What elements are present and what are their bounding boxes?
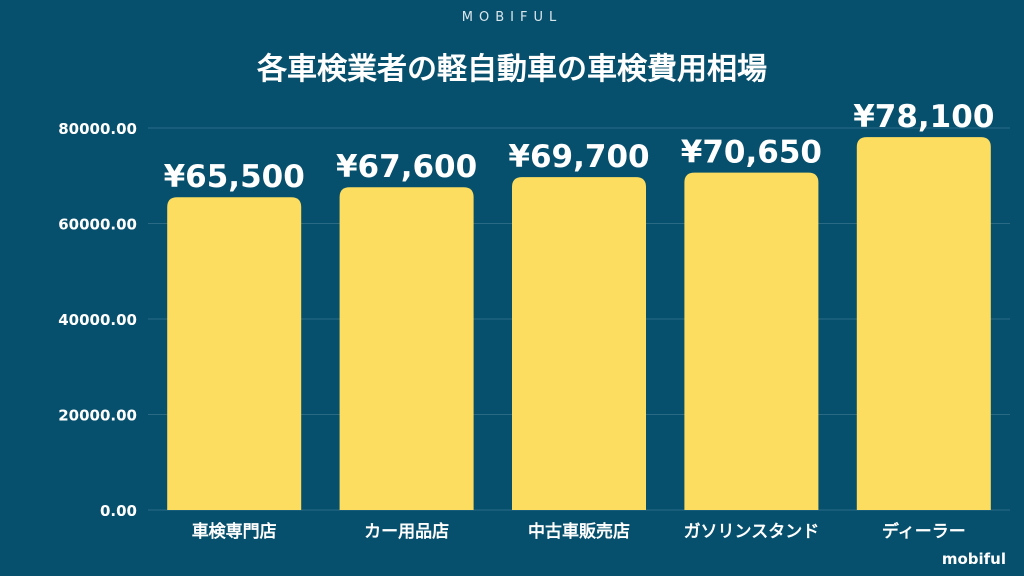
x-tick-label: 中古車販売店 bbox=[528, 521, 630, 542]
y-tick-label: 40000.00 bbox=[58, 311, 137, 329]
y-tick-label: 80000.00 bbox=[58, 120, 137, 138]
data-label: ¥78,100 bbox=[853, 99, 994, 135]
bar bbox=[167, 197, 302, 511]
x-tick-label: 車検専門店 bbox=[192, 521, 277, 542]
y-tick-label: 20000.00 bbox=[58, 407, 137, 425]
data-label: ¥69,700 bbox=[508, 139, 649, 175]
bar bbox=[339, 187, 474, 510]
bar bbox=[512, 177, 646, 510]
x-tick-label: ガソリンスタンド bbox=[684, 522, 820, 542]
brand-footer: mobiful bbox=[941, 550, 1006, 568]
y-tick-label: 60000.00 bbox=[58, 216, 137, 234]
x-tick-label: ディーラー bbox=[882, 521, 966, 542]
y-tick-label: 0.00 bbox=[100, 502, 137, 520]
bar bbox=[684, 172, 819, 511]
data-label: ¥67,600 bbox=[336, 149, 477, 185]
x-tick-label: カー用品店 bbox=[364, 521, 449, 542]
brand-header: MOBIFUL bbox=[461, 10, 563, 25]
data-label: ¥65,500 bbox=[164, 159, 305, 195]
bar bbox=[856, 137, 991, 510]
chart-title: 各車検業者の軽自動車の車検費用相場 bbox=[257, 52, 767, 87]
data-label: ¥70,650 bbox=[681, 135, 822, 171]
